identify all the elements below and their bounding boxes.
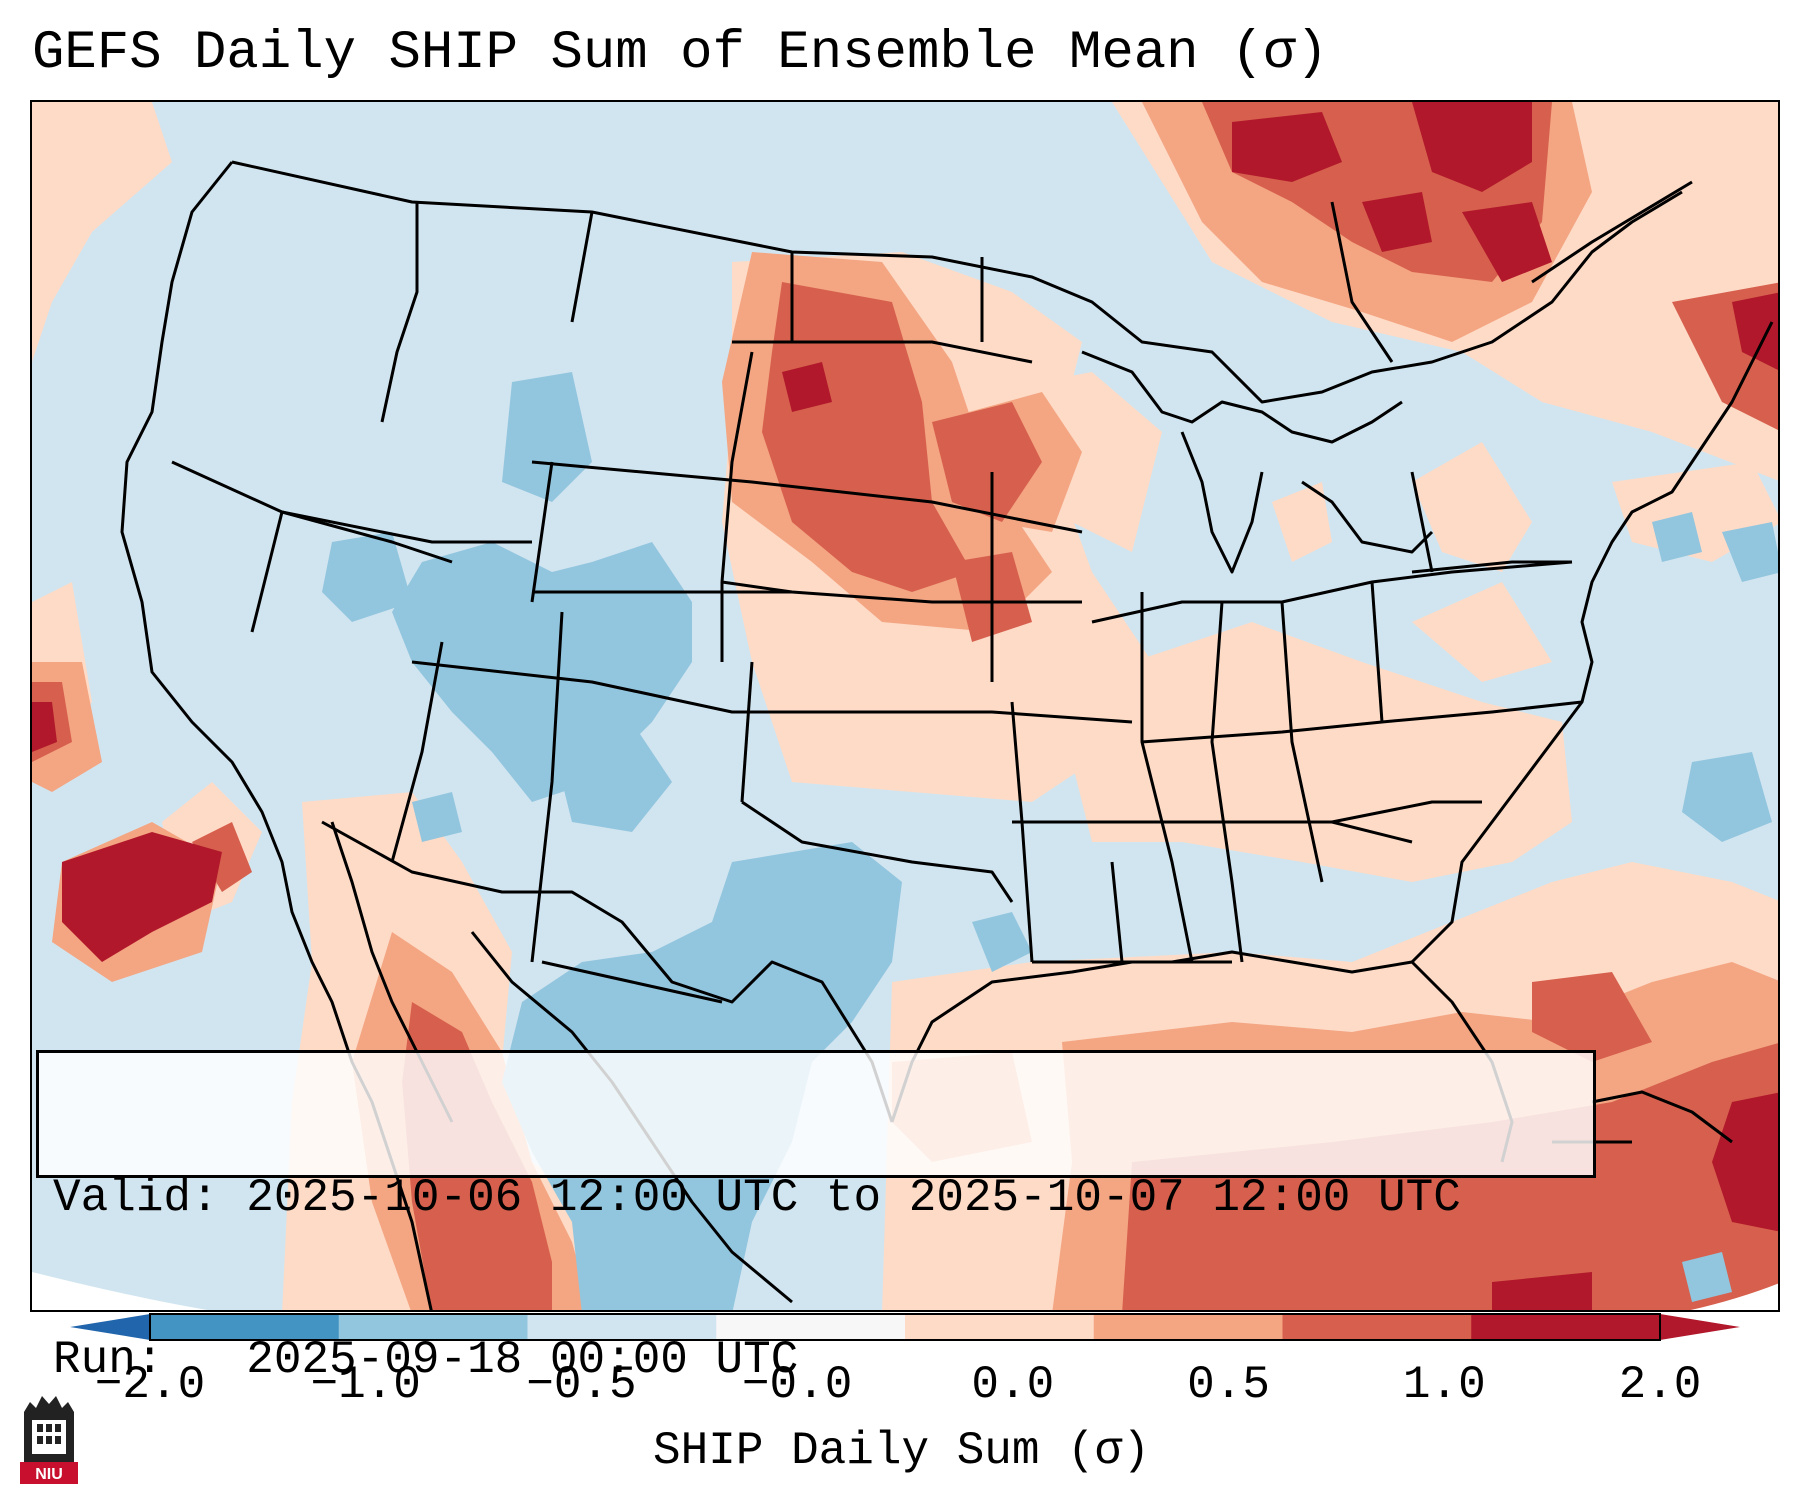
- niu-logo-text: NIU: [35, 1466, 63, 1483]
- colorbar-segment: [150, 1314, 340, 1340]
- colorbar-segment: [1282, 1314, 1472, 1340]
- colorbar-segment: [1471, 1314, 1661, 1340]
- colorbar-segment: [905, 1314, 1095, 1340]
- colorbar-segment: [1093, 1314, 1283, 1340]
- colorbar-extend-low: [70, 1314, 150, 1340]
- colorbar-tick-label: −0.0: [741, 1359, 853, 1411]
- map-title: GEFS Daily SHIP Sum of Ensemble Mean (σ): [32, 23, 1329, 84]
- colorbar-tick-label: 0.5: [1187, 1359, 1270, 1411]
- colorbar-tick-label: −0.5: [526, 1359, 637, 1411]
- valid-time-text: Valid: 2025-10-06 12:00 UTC to 2025-10-0…: [53, 1172, 1461, 1224]
- niu-logo: NIU: [20, 1392, 78, 1484]
- anomaly-fill-extreme-positive: [32, 102, 1778, 1310]
- colorbar-tick-label: −2.0: [94, 1359, 206, 1411]
- projection-edge-right: [1690, 1283, 1778, 1310]
- colorbar-extend-high: [1660, 1314, 1740, 1340]
- colorbar-segment: [716, 1314, 906, 1340]
- political-boundaries: [120, 160, 1774, 1310]
- colorbar-segment: [338, 1314, 528, 1340]
- projection-edge-left: [32, 1272, 208, 1310]
- colorbar-label: SHIP Daily Sum (σ): [653, 1425, 1150, 1477]
- colorbar: [70, 1312, 1740, 1342]
- colorbar-tick-label: 2.0: [1618, 1359, 1702, 1411]
- colorbar-outline: [149, 1313, 1661, 1341]
- colorbar-svg: [70, 1313, 1740, 1341]
- colorbar-segment: [527, 1314, 717, 1340]
- colorbar-tick-label: −1.0: [310, 1359, 421, 1411]
- valid-run-info-box: Valid: 2025-10-06 12:00 UTC to 2025-10-0…: [36, 1050, 1596, 1386]
- niu-logo-icon: NIU: [20, 1396, 78, 1484]
- colorbar-segments: [150, 1314, 1661, 1340]
- colorbar-tick-label: 0.0: [971, 1359, 1055, 1411]
- colorbar-tick-label: 1.0: [1402, 1359, 1486, 1411]
- run-time-text: Run: 2025-09-18 00:00 UTC: [53, 1334, 799, 1386]
